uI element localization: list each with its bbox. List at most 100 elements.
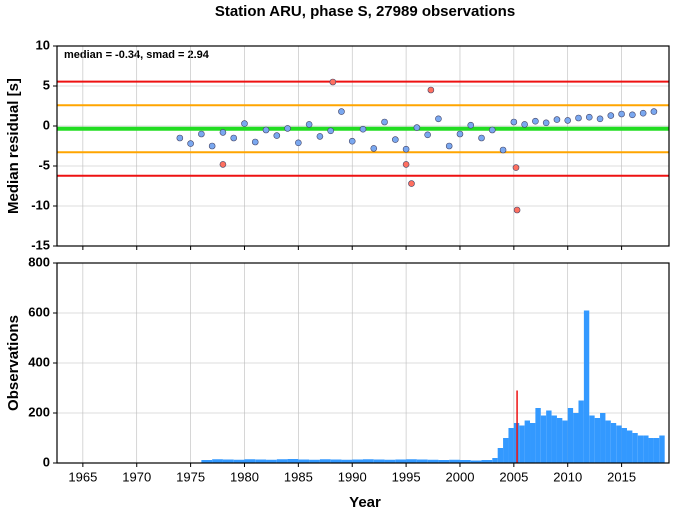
y-tick-label: 5 xyxy=(43,77,50,92)
data-point xyxy=(650,108,658,115)
y-tick-label: -15 xyxy=(31,237,50,252)
data-point xyxy=(284,125,291,132)
bar xyxy=(605,420,611,463)
x-axis-label: Year xyxy=(349,494,381,511)
data-point xyxy=(445,142,453,150)
bar xyxy=(363,459,374,463)
bar xyxy=(567,408,574,463)
data-point xyxy=(327,127,334,135)
bar xyxy=(589,415,595,463)
bar xyxy=(530,423,536,463)
data-point xyxy=(467,121,475,129)
data-point xyxy=(456,130,464,138)
y-tick-label: 800 xyxy=(28,254,50,269)
data-point xyxy=(251,138,259,146)
data-point xyxy=(553,116,561,123)
data-point xyxy=(408,180,415,187)
data-point xyxy=(381,118,388,126)
data-point xyxy=(575,114,582,122)
plot-frame xyxy=(56,262,670,464)
bar xyxy=(373,459,385,463)
bar xyxy=(492,458,498,463)
data-point xyxy=(329,78,337,86)
data-point xyxy=(219,129,227,136)
data-point xyxy=(359,125,367,133)
bar xyxy=(551,415,557,463)
bar xyxy=(481,460,493,463)
bar xyxy=(535,408,541,463)
bar xyxy=(287,459,299,463)
data-point xyxy=(316,133,324,140)
bar xyxy=(212,459,223,463)
bar xyxy=(524,420,531,463)
y-axis-label: Median residual [s] xyxy=(5,78,22,214)
bar xyxy=(540,415,547,463)
data-point xyxy=(413,124,421,131)
bar xyxy=(573,413,579,463)
data-point xyxy=(513,206,521,214)
y-tick-label: 200 xyxy=(28,404,50,419)
data-point xyxy=(607,112,615,119)
bar xyxy=(562,420,568,463)
data-point xyxy=(618,110,625,118)
data-point xyxy=(488,126,496,134)
bar xyxy=(637,435,644,463)
bar xyxy=(519,425,525,463)
data-point xyxy=(532,117,539,125)
x-tick-label: 2000 xyxy=(446,469,475,484)
y-tick-label: 0 xyxy=(43,117,50,132)
data-point xyxy=(512,164,520,171)
bar xyxy=(632,433,638,463)
data-point xyxy=(338,108,345,115)
x-tick-label: 1995 xyxy=(392,469,421,484)
y-tick-label: -10 xyxy=(31,197,50,212)
data-point xyxy=(499,146,507,154)
data-point xyxy=(392,136,399,143)
data-point xyxy=(424,131,431,139)
bar xyxy=(406,459,417,463)
plot-frame xyxy=(56,45,670,247)
bar xyxy=(626,430,633,463)
bar xyxy=(653,438,660,463)
bar xyxy=(578,400,584,463)
bar xyxy=(384,459,396,463)
chart-title: Station ARU, phase S, 27989 observations xyxy=(215,3,515,20)
bar xyxy=(459,460,471,463)
x-tick-label: 1970 xyxy=(122,469,151,484)
y-tick-label: 600 xyxy=(28,304,50,319)
bar xyxy=(616,425,622,463)
data-point xyxy=(348,137,356,145)
x-tick-label: 1985 xyxy=(284,469,313,484)
data-point xyxy=(478,134,485,142)
data-point xyxy=(370,145,378,152)
data-point xyxy=(596,115,604,123)
bar xyxy=(222,459,234,463)
bar xyxy=(416,459,428,463)
bar xyxy=(352,459,363,463)
bar xyxy=(266,459,277,463)
bar xyxy=(659,435,665,463)
x-tick-label: 1965 xyxy=(68,469,97,484)
bar xyxy=(556,418,563,463)
bar xyxy=(648,438,654,463)
data-point xyxy=(402,145,410,153)
data-point xyxy=(219,161,227,168)
bar xyxy=(201,460,213,463)
data-point xyxy=(521,121,528,128)
bar xyxy=(594,418,601,463)
bar xyxy=(255,459,267,463)
bar xyxy=(427,459,439,463)
bar xyxy=(497,448,504,463)
bar xyxy=(621,428,627,463)
y-tick-label: -5 xyxy=(38,157,50,172)
bar xyxy=(449,459,460,463)
bar xyxy=(470,460,482,463)
x-tick-label: 2010 xyxy=(553,469,582,484)
bar xyxy=(341,459,353,463)
bar xyxy=(244,459,256,463)
bar xyxy=(600,413,606,463)
data-point xyxy=(402,161,410,168)
data-point xyxy=(435,115,442,123)
